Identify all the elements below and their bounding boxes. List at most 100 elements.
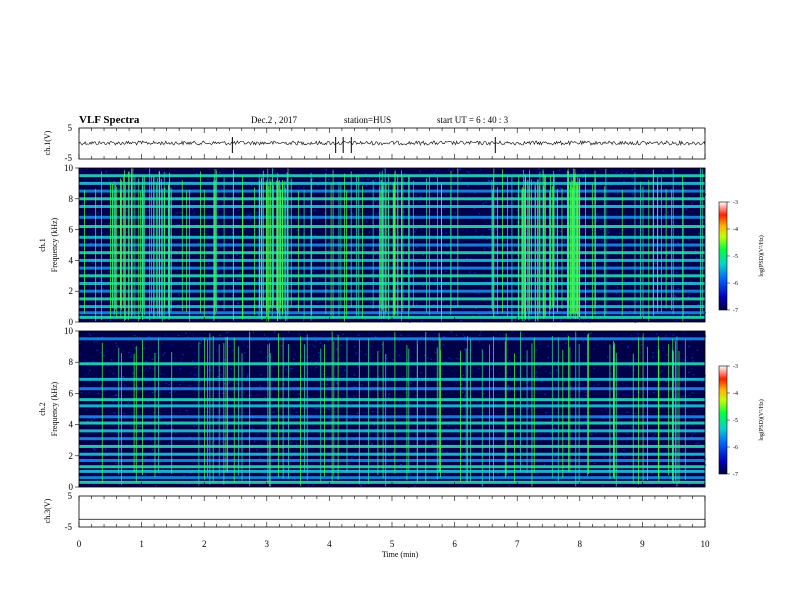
spectrum-noise-cell bbox=[685, 207, 688, 209]
spectrum-noise-cell bbox=[93, 418, 96, 420]
spectrum-noise-cell bbox=[114, 394, 116, 396]
spectrum-noise-cell bbox=[151, 300, 153, 303]
spectrum-band bbox=[79, 337, 705, 341]
spectrum-noise-cell bbox=[183, 483, 186, 485]
spectrum-noise-cell bbox=[577, 385, 579, 388]
spectrum-noise-cell bbox=[297, 331, 300, 333]
spectrum-noise-cell bbox=[337, 358, 340, 360]
spectrum-noise-cell bbox=[664, 214, 666, 216]
spectrum-noise-cell bbox=[165, 457, 167, 459]
spectrum-noise-cell bbox=[133, 176, 136, 178]
spectrum-noise-cell bbox=[227, 331, 230, 333]
freq-tick-label: 0 bbox=[69, 317, 74, 327]
spectrum-noise-cell bbox=[205, 372, 207, 374]
spectrum-noise-cell bbox=[485, 222, 488, 224]
spectrum-noise-cell bbox=[173, 414, 176, 416]
spectrum-noise-cell bbox=[633, 300, 635, 302]
spectrum-noise-cell bbox=[662, 219, 664, 221]
spectrum-noise-cell bbox=[152, 391, 154, 394]
spectrum-noise-cell bbox=[307, 200, 309, 202]
spectrum-noise-cell bbox=[222, 185, 225, 187]
spectrum-noise-cell bbox=[156, 440, 159, 442]
spectrum-noise-cell bbox=[514, 319, 517, 321]
spectrum-noise-cell bbox=[466, 257, 469, 260]
spectrum-noise-cell bbox=[684, 254, 687, 256]
spectrum-noise-cell bbox=[567, 334, 569, 336]
spectrum-noise-cell bbox=[618, 294, 621, 296]
spectrum-noise-cell bbox=[586, 433, 588, 436]
spectrum-noise-cell bbox=[191, 385, 193, 387]
spectrum-noise-cell bbox=[604, 342, 607, 345]
spectrum-noise-cell bbox=[307, 202, 310, 204]
spectrum-noise-cell bbox=[415, 395, 417, 397]
time-tick-label: 2 bbox=[202, 539, 207, 549]
spectrum-noise-cell bbox=[669, 407, 672, 409]
spectrum-noise-cell bbox=[92, 262, 94, 264]
spectrum-noise-cell bbox=[219, 334, 221, 336]
spectrum-noise-cell bbox=[230, 368, 233, 370]
spectrum-noise-cell bbox=[218, 270, 220, 272]
spectrum-noise-cell bbox=[132, 372, 134, 374]
time-tick-label: 5 bbox=[390, 539, 395, 549]
spectrum-noise-cell bbox=[324, 212, 326, 214]
spectrum-noise-cell bbox=[640, 435, 642, 438]
spectrum-noise-cell bbox=[256, 434, 259, 436]
spectrum-noise-cell bbox=[364, 483, 366, 485]
spectrum-noise-cell bbox=[673, 294, 676, 297]
spectrum-noise-cell bbox=[192, 360, 194, 362]
spectrum-noise-cell bbox=[381, 344, 383, 346]
spectrum-noise-cell bbox=[288, 172, 291, 174]
spectrum-noise-cell bbox=[314, 234, 316, 236]
spectrum-noise-cell bbox=[235, 413, 237, 415]
spectrum-noise-cell bbox=[438, 332, 440, 334]
spectrum-noise-cell bbox=[287, 418, 289, 420]
spectrum-noise-cell bbox=[509, 203, 511, 205]
spectrum-noise-cell bbox=[700, 443, 702, 446]
spectrum-noise-cell bbox=[666, 354, 669, 356]
spectrum-noise-cell bbox=[360, 314, 363, 316]
spectrum-noise-cell bbox=[315, 366, 318, 368]
spectrum-noise-cell bbox=[378, 417, 381, 420]
spectrum-noise-cell bbox=[618, 178, 621, 181]
spectrum-noise-cell bbox=[462, 333, 465, 336]
spectrum-noise-cell bbox=[320, 410, 323, 412]
spectrum-noise-cell bbox=[233, 288, 235, 291]
spectrum-noise-cell bbox=[227, 256, 229, 258]
spectrum-noise-cell bbox=[109, 319, 112, 322]
spectrum-noise-cell bbox=[259, 443, 262, 445]
spectrum-noise-cell bbox=[263, 310, 265, 312]
spectrum-noise-cell bbox=[409, 335, 411, 337]
spectrum-noise-cell bbox=[509, 368, 511, 370]
spectrum-noise-cell bbox=[580, 396, 583, 398]
spectrum-noise-cell bbox=[143, 263, 145, 265]
spectrum-noise-cell bbox=[295, 212, 297, 214]
spectrum-noise-cell bbox=[362, 249, 365, 251]
spectrum-noise-cell bbox=[633, 359, 636, 361]
spectrum-noise-cell bbox=[422, 285, 424, 287]
spectrum-noise-cell bbox=[692, 412, 695, 414]
time-tick-label: 7 bbox=[515, 539, 520, 549]
spectrum-noise-cell bbox=[580, 485, 582, 487]
spectrum-noise-cell bbox=[626, 384, 628, 386]
spectrum-noise-cell bbox=[415, 318, 418, 320]
spectrum-noise-cell bbox=[556, 369, 558, 371]
spectrum-noise-cell bbox=[575, 479, 578, 481]
spectrum-noise-cell bbox=[98, 424, 101, 426]
spectrum-noise-cell bbox=[403, 172, 406, 175]
spectrum-noise-cell bbox=[678, 307, 680, 310]
spectrum-noise-cell bbox=[182, 241, 184, 244]
spectrum-noise-cell bbox=[342, 393, 345, 395]
spectrum-band bbox=[79, 377, 705, 381]
spectrum-noise-cell bbox=[627, 346, 629, 348]
spectrum-noise-cell bbox=[223, 383, 226, 385]
spectrum-noise-cell bbox=[187, 414, 189, 416]
spectrum-noise-cell bbox=[312, 425, 314, 427]
spectrum-noise-cell bbox=[492, 352, 494, 354]
spectrum-noise-cell bbox=[129, 248, 132, 250]
spectrum-noise-cell bbox=[327, 242, 330, 244]
spectrum-noise-cell bbox=[392, 450, 395, 452]
spectrum-noise-cell bbox=[308, 280, 310, 282]
spectrum-noise-cell bbox=[349, 222, 351, 224]
spectrum-noise-cell bbox=[167, 309, 169, 311]
spectrum-noise-cell bbox=[106, 474, 109, 477]
